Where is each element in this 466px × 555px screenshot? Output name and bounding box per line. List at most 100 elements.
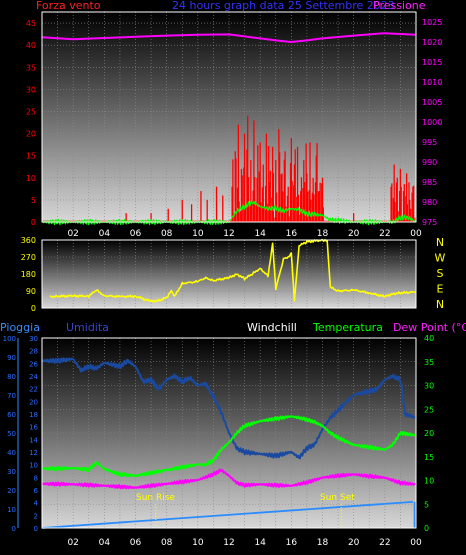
- temperature-humidity-hour-label: 16: [286, 538, 298, 548]
- rain-axis-label: Pioggia: [0, 321, 40, 334]
- rain-tick-label: 2: [34, 512, 38, 520]
- rain-tick-label: 12: [29, 449, 38, 457]
- humidity-tick-label: 20: [7, 487, 16, 495]
- temperature-label: Temperatura: [312, 321, 383, 334]
- temperature-humidity-hour-label: 06: [130, 538, 142, 548]
- direction-tick-label: 360: [21, 236, 36, 245]
- pressure-tick-label: 1025: [422, 18, 442, 27]
- wind-axis-label: Forza vento: [36, 0, 101, 12]
- rain-tick-label: 28: [29, 348, 38, 356]
- humidity-tick-label: 60: [7, 411, 16, 419]
- wind-pressure-hour-label: 00: [410, 229, 422, 239]
- humidity-tick-label: 30: [7, 468, 16, 476]
- pressure-tick-label: 975: [422, 218, 437, 227]
- temperature-tick-label: 25: [424, 405, 434, 414]
- wind-tick-label: 10: [26, 174, 36, 183]
- chart-labels: Forza vento 24 hours graph data 25 Sette…: [0, 0, 466, 503]
- rain-tick-label: 24: [29, 373, 38, 381]
- direction-tick-label: 0: [31, 304, 36, 313]
- rain-tick-label: 0: [34, 525, 38, 533]
- pressure-tick-label: 995: [422, 138, 437, 147]
- wind-pressure-hour-label: 04: [99, 229, 111, 239]
- compass-label: N: [436, 236, 444, 249]
- direction-tick-label: 270: [21, 253, 36, 262]
- rain-tick-label: 20: [29, 398, 38, 406]
- wind-pressure-frame: [41, 11, 417, 223]
- humidity-tick-label: 10: [7, 506, 16, 514]
- pressure-tick-label: 980: [422, 198, 437, 207]
- temperature-humidity-hour-label: 10: [192, 538, 204, 548]
- temperature-humidity-hour-label: 20: [348, 538, 360, 548]
- wind-pressure-hour-label: 10: [192, 229, 204, 239]
- temperature-humidity-hour-label: 04: [99, 538, 111, 548]
- rain-tick-label: 18: [29, 411, 38, 419]
- rain-tick-label: 26: [29, 360, 38, 368]
- compass-label: S: [437, 267, 444, 280]
- wind-pressure-hour-label: 14: [254, 229, 266, 239]
- sun-set-label: Sun Set: [320, 493, 355, 503]
- temperature-tick-label: 10: [424, 477, 434, 486]
- temperature-tick-label: 35: [424, 358, 434, 367]
- pressure-tick-label: 985: [422, 178, 437, 187]
- temperature-line: [41, 415, 417, 478]
- dewpoint-line: [41, 468, 417, 490]
- wind-pressure-hour-label: 18: [317, 229, 329, 239]
- pressure-tick-label: 1015: [422, 58, 442, 67]
- compass-label: N: [436, 298, 444, 311]
- humidity-tick-label: 50: [7, 430, 16, 438]
- rain-tick-label: 6: [34, 487, 39, 495]
- temperature-humidity-hour-label: 00: [410, 538, 422, 548]
- wind-tick-label: 0: [31, 218, 36, 227]
- temperature-tick-label: 30: [424, 382, 434, 391]
- direction-tick-label: 180: [21, 270, 36, 279]
- rain-tick-label: 10: [29, 462, 38, 470]
- pressure-line: [41, 32, 417, 43]
- wind-tick-label: 25: [26, 107, 36, 116]
- rain-line: [41, 501, 413, 529]
- sun-rise-label: Sun Rise: [136, 493, 175, 503]
- wind-tick-label: 20: [26, 130, 36, 139]
- wind-tick-label: 40: [26, 41, 36, 50]
- windchill-label: Windchill: [247, 321, 297, 334]
- rain-tick-label: 8: [34, 474, 38, 482]
- compass-label: E: [437, 283, 444, 296]
- temperature-humidity-hour-label: 08: [161, 538, 173, 548]
- wind-tick-label: 5: [31, 196, 36, 205]
- wind-tick-label: 45: [26, 19, 36, 28]
- temperature-humidity-hour-label: 12: [223, 538, 234, 548]
- wind-pressure-hour-label: 08: [161, 229, 173, 239]
- humidity-tick-label: 40: [7, 449, 16, 457]
- humidity-tick-label: 90: [7, 354, 16, 362]
- wind-direction-frame: [41, 239, 417, 309]
- wind-tick-label: 35: [26, 63, 36, 72]
- compass-label: W: [435, 252, 446, 265]
- rain-tick-label: 16: [29, 424, 38, 432]
- pressure-axis-label: Pressione: [373, 0, 426, 12]
- humidity-tick-label: 80: [7, 373, 16, 381]
- temperature-tick-label: 40: [424, 334, 434, 343]
- humidity-tick-label: 70: [7, 392, 16, 400]
- wind-pressure-hour-label: 20: [348, 229, 360, 239]
- direction-tick-label: 90: [26, 287, 36, 296]
- temperature-humidity-hour-label: 14: [254, 538, 266, 548]
- temperature-humidity-hour-label: 18: [317, 538, 329, 548]
- humidity-axis-label: Umidita: [66, 321, 109, 334]
- wind-tick-label: 30: [26, 85, 36, 94]
- pressure-tick-label: 1000: [422, 118, 442, 127]
- temperature-humidity-hour-label: 22: [379, 538, 390, 548]
- rain-tick-label: 14: [29, 436, 38, 444]
- temperature-tick-label: 15: [424, 453, 434, 462]
- rain-tick-label: 4: [34, 500, 39, 508]
- pressure-tick-label: 1020: [422, 38, 442, 47]
- temperature-humidity-frame: [41, 337, 417, 529]
- wind-pressure-chart: 0510152025303540459759809859909951000100…: [26, 11, 442, 239]
- dewpoint-label: Dew Point (°C): [393, 321, 466, 334]
- humidity-tick-label: 100: [3, 335, 16, 343]
- temperature-humidity-hour-label: 02: [67, 538, 78, 548]
- wind-pressure-hour-label: 06: [130, 229, 142, 239]
- pressure-tick-label: 1010: [422, 78, 442, 87]
- humidity-tick-label: 0: [12, 525, 16, 533]
- wind-pressure-hour-label: 12: [223, 229, 234, 239]
